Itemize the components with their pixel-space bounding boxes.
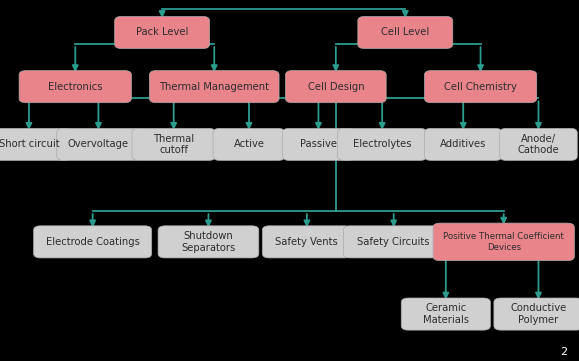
Text: Pack Level: Pack Level	[136, 27, 188, 38]
Text: Electrolytes: Electrolytes	[353, 139, 412, 149]
Text: Thermal
cutoff: Thermal cutoff	[153, 134, 195, 155]
Text: Positive Thermal Coefficient
Devices: Positive Thermal Coefficient Devices	[444, 232, 564, 252]
FancyBboxPatch shape	[401, 298, 490, 330]
Text: 2: 2	[560, 347, 567, 357]
FancyBboxPatch shape	[57, 129, 140, 160]
FancyBboxPatch shape	[424, 129, 502, 160]
Text: Short circuit: Short circuit	[0, 139, 59, 149]
Text: Electronics: Electronics	[48, 82, 102, 92]
Text: Cell Level: Cell Level	[381, 27, 430, 38]
Text: Anode/
Cathode: Anode/ Cathode	[518, 134, 559, 155]
Text: Active: Active	[233, 139, 265, 149]
FancyBboxPatch shape	[358, 16, 453, 48]
FancyBboxPatch shape	[0, 129, 71, 160]
FancyBboxPatch shape	[285, 70, 386, 103]
Text: Additives: Additives	[440, 139, 486, 149]
FancyBboxPatch shape	[262, 226, 351, 258]
Text: Conductive
Polymer: Conductive Polymer	[510, 303, 567, 325]
FancyBboxPatch shape	[343, 226, 444, 258]
FancyBboxPatch shape	[158, 226, 259, 258]
Text: Passive: Passive	[300, 139, 337, 149]
FancyBboxPatch shape	[494, 298, 579, 330]
Text: Safety Vents: Safety Vents	[276, 237, 338, 247]
FancyBboxPatch shape	[34, 226, 152, 258]
Text: Thermal Management: Thermal Management	[159, 82, 269, 92]
FancyBboxPatch shape	[500, 129, 577, 160]
Text: Safety Circuits: Safety Circuits	[357, 237, 430, 247]
FancyBboxPatch shape	[338, 129, 427, 160]
FancyBboxPatch shape	[149, 70, 279, 103]
Text: Ceramic
Materials: Ceramic Materials	[423, 303, 469, 325]
Text: Cell Design: Cell Design	[307, 82, 364, 92]
Text: Electrode Coatings: Electrode Coatings	[46, 237, 140, 247]
FancyBboxPatch shape	[424, 70, 537, 103]
Text: Cell Chemistry: Cell Chemistry	[444, 82, 517, 92]
FancyBboxPatch shape	[213, 129, 285, 160]
Text: Shutdown
Separators: Shutdown Separators	[181, 231, 236, 253]
FancyBboxPatch shape	[132, 129, 215, 160]
FancyBboxPatch shape	[283, 129, 354, 160]
FancyBboxPatch shape	[433, 223, 574, 261]
FancyBboxPatch shape	[115, 16, 210, 48]
Text: Overvoltage: Overvoltage	[68, 139, 129, 149]
FancyBboxPatch shape	[19, 70, 131, 103]
